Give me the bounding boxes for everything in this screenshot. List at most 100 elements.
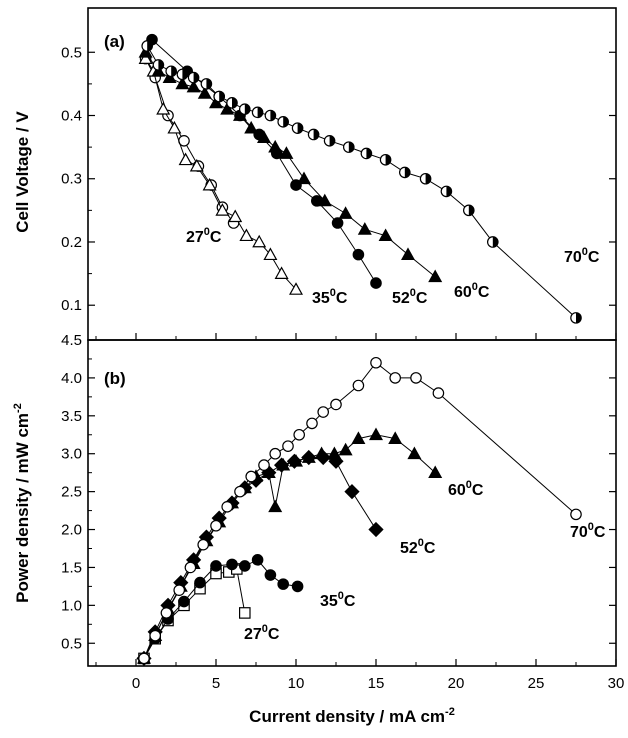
panel-a-y-tick-label-2: 0.3	[61, 171, 82, 188]
panel-a-series-3-point-0	[138, 45, 153, 58]
panel-b-series-4-point-21	[432, 387, 445, 399]
panel-a-series-1-point-13	[289, 282, 303, 295]
panel-b-series-3-point-22	[428, 465, 443, 479]
panel-a-y-axis: 0.1 0.2 0.3 0.4 0.5	[61, 44, 617, 340]
panel-b-y-tick-label-4: 2.5	[61, 484, 82, 501]
panel-b-series-3-point-12	[276, 457, 291, 471]
panel-b-y-tick-label-3: 2.0	[61, 522, 82, 539]
panel-b-series-0-point-8	[239, 607, 251, 619]
x-tick-label-3: 15	[368, 675, 385, 692]
panel-b-series-3-point-13	[289, 454, 303, 467]
panel-a-series-3-point-9	[244, 120, 259, 134]
panel-b-series-2-point-17	[368, 521, 384, 538]
panel-a-temp-label-2-sup: 0	[410, 287, 416, 299]
panel-a-temp-label-3-value: 60	[454, 284, 472, 301]
panel-b-series-4-point-6	[210, 519, 222, 532]
x-axis-title: Current density / mA cm-2	[249, 706, 455, 726]
panel-b-series	[136, 356, 582, 667]
panel-a-temp-label-3-unit: C	[478, 284, 490, 301]
panel-a-series-4-point-10	[264, 109, 277, 122]
panel-b-series-2-point-16	[344, 484, 360, 500]
panel-a-series-4-point-4-fill	[193, 72, 199, 83]
panel-b-series-4-point-12	[282, 440, 294, 452]
panel-a-y-tick-label-1: 0.2	[61, 234, 82, 251]
panel-b-series-4-point-9	[245, 470, 257, 483]
panel-a-series-3-point-14	[317, 193, 332, 207]
panel-b-series-4-point-13	[293, 428, 305, 441]
panel-a-series-4-point-0-fill	[147, 40, 153, 52]
panel-b-temp-label-0-sup: 0	[262, 623, 268, 635]
panel-b-temp-label-3-value: 60	[448, 482, 466, 499]
panel-a-series-1-point-5	[189, 158, 204, 172]
panel-b-temp-label-0-value: 27	[244, 626, 262, 643]
panel-b-temp-label-0-unit: C	[268, 626, 280, 643]
panel-b-series-3-point-18	[351, 431, 366, 444]
panel-a-series-3-point-7	[220, 101, 235, 115]
panel-a-series-4-point-1	[152, 59, 165, 71]
panel-a-series-4-point-11-fill	[283, 116, 289, 128]
panel-a-temp-label-2-unit: C	[416, 290, 428, 307]
panel-a-temp-label-4-unit: C	[588, 249, 600, 266]
panel-a-temp-label-3: 600C	[454, 281, 490, 301]
panel-a-series-4-point-4	[187, 71, 200, 84]
panel-b-series-4-point-11	[269, 447, 281, 460]
panel-a-temp-label-0-value: 27	[186, 229, 204, 246]
panel-a-series-4-point-14	[323, 135, 336, 147]
panel-a-series-4-point-21	[462, 204, 475, 217]
panel-b-y-tick-label-5: 3.0	[61, 446, 82, 463]
panel-b-series-4-point-16	[330, 398, 342, 411]
panel-a-temp-label-1-sup: 0	[330, 287, 336, 299]
panel-a-series-4-point-21-fill	[468, 205, 474, 216]
x-tick-label-1: 5	[212, 675, 220, 692]
panel-b-temp-label-4-sup: 0	[588, 521, 594, 533]
panel-a-series-2-point-9	[352, 248, 365, 261]
panel-a-series-3-point-17	[378, 228, 393, 242]
x-tick-label-5: 25	[528, 675, 545, 692]
panel-a-series-3-point-4	[186, 79, 201, 93]
panel-a-series-4-point-2-fill	[171, 66, 177, 77]
panel-a-series-4-point-16-fill	[366, 148, 372, 159]
panel-b-series-4-point-18	[370, 356, 382, 369]
panel-b-series-0	[138, 563, 251, 665]
panel-b-series-3-point-15	[314, 446, 329, 460]
panel-a-series-3-point-12	[279, 146, 294, 159]
panel-a-series-3-point-2	[162, 70, 177, 83]
panel-b-series-4-point-4	[184, 561, 197, 574]
panel-b-series-3-point-16	[327, 446, 342, 460]
panel-a-series-4-point-8	[239, 103, 251, 115]
panel-a-series-4-point-23	[570, 312, 582, 324]
panel-b-temp-label-2: 520C	[400, 537, 436, 557]
panel-a-temp-label-2-value: 52	[392, 290, 410, 307]
panel-a-y-tick-label-0: 0.1	[61, 297, 82, 314]
panel-b-x-axis: 0 5 10 15 20 25 30	[95, 659, 624, 692]
panel-b-series-1-point-4	[194, 576, 206, 589]
panel-a-series-3-point-15	[338, 206, 353, 219]
panel-b-series-1-point-6	[226, 558, 238, 571]
panel-a-temp-label-4-value: 70	[564, 249, 582, 266]
panel-b-temp-label-2-unit: C	[424, 540, 436, 557]
panel-a-series-4-point-6-fill	[219, 91, 225, 102]
panel-a-series-1-point-7	[215, 203, 230, 216]
panel-b-y-tick-label-1: 1.0	[61, 597, 82, 614]
panel-b-temp-label-4-value: 70	[570, 524, 588, 541]
panel-b-series-4-point-14	[306, 417, 318, 430]
panel-a-series-4-point-7-fill	[232, 97, 238, 109]
panel-b-series-1-point-7	[239, 560, 251, 572]
panel-a-series-3-point-3	[175, 76, 190, 90]
panel-b-y-axis-title-text: Power density / mW cm	[13, 413, 32, 603]
x-axis-title-sup: -2	[445, 706, 455, 718]
panel-a-series-3-point-11	[268, 139, 283, 153]
panel-a-series-4-point-10-fill	[270, 110, 276, 121]
panel-b-series-3-point-20	[388, 431, 403, 444]
panel-b-series-3-point-19	[369, 427, 383, 441]
panel-a-series-4	[141, 40, 582, 324]
panel-b-series-4-point-17	[352, 379, 365, 392]
panel-b-series-1-point-11	[291, 580, 304, 593]
panel-a-series-4-point-6	[213, 90, 225, 103]
panel-a-series-4-point-1-fill	[158, 59, 164, 71]
panel-b-temp-label-1-unit: C	[344, 593, 356, 610]
panel-a-frame	[87, 7, 617, 341]
